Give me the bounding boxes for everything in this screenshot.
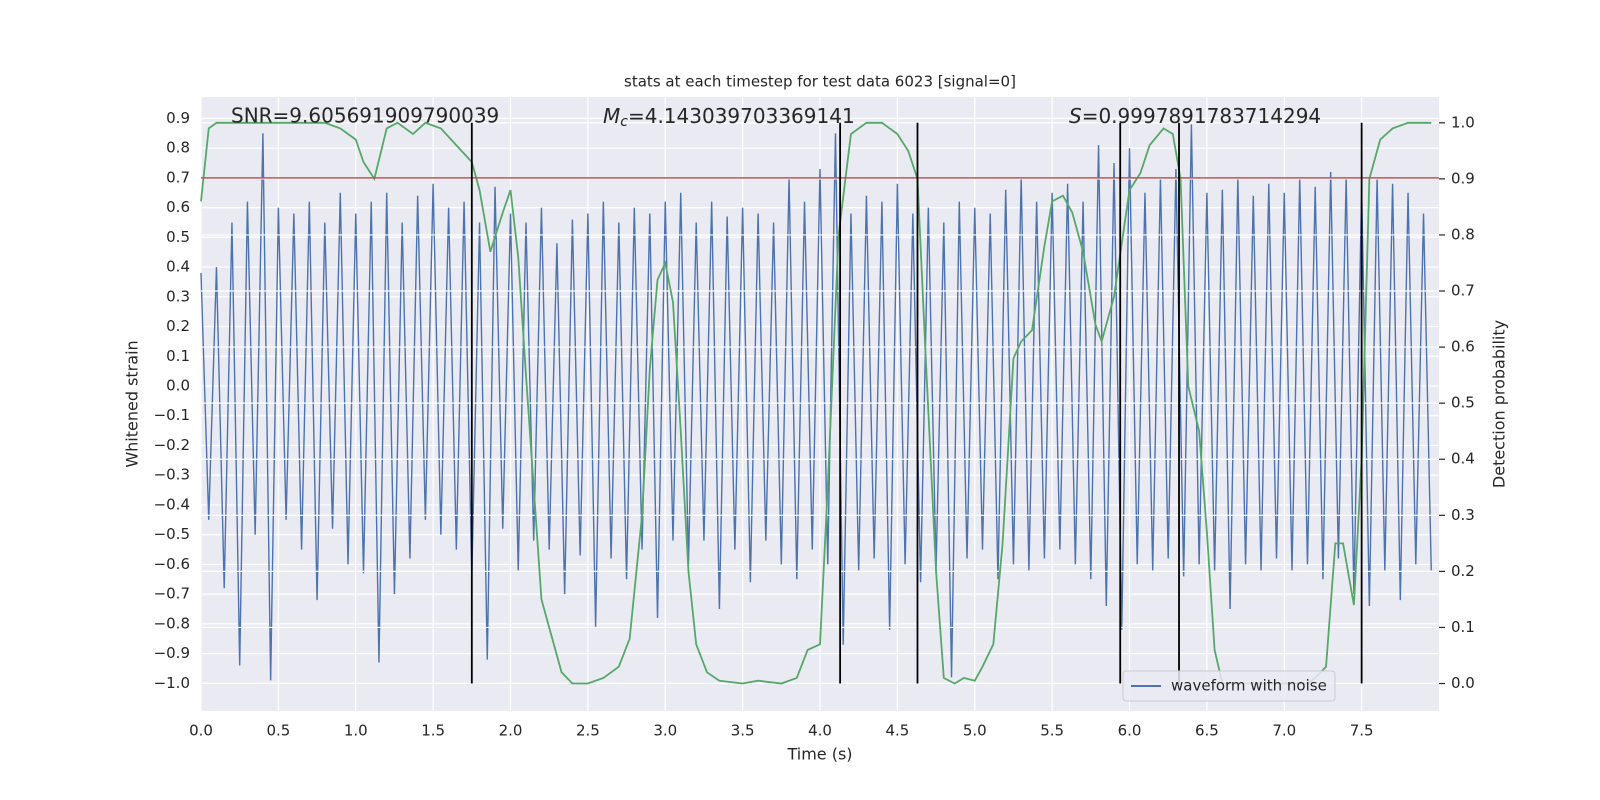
annotation-symbol: M xyxy=(603,104,620,128)
data-layer xyxy=(200,124,1432,681)
annotation: S=0.9997891783714294 xyxy=(1069,104,1321,128)
y-tick-label: −0.1 xyxy=(154,406,190,424)
y-axis-label: Whitened strain xyxy=(123,340,142,467)
x-tick-label: 7.5 xyxy=(1350,722,1374,740)
y-tick-label: 0.4 xyxy=(166,258,190,276)
y2-tick-label: 0.8 xyxy=(1451,225,1475,243)
x-tick-label: 7.0 xyxy=(1272,722,1296,740)
y-tick-label: −0.7 xyxy=(154,585,190,603)
y-tick-label: −0.4 xyxy=(154,495,190,513)
x-tick-label: 0.0 xyxy=(189,722,213,740)
y2-tick-label: 0.5 xyxy=(1451,394,1475,412)
y-tick-label: −0.2 xyxy=(154,436,190,454)
y-tick-label: −0.8 xyxy=(154,614,190,632)
y-tick-label: 0.3 xyxy=(166,287,190,305)
x-tick-label: 2.0 xyxy=(499,722,523,740)
legend-label: waveform with noise xyxy=(1171,677,1327,695)
y2-tick-label: 1.0 xyxy=(1451,113,1475,131)
y-tick-label: 0.0 xyxy=(166,377,190,395)
y-tick-label: −0.6 xyxy=(154,555,190,573)
series-line xyxy=(200,124,1432,681)
x-tick-label: 3.5 xyxy=(731,722,755,740)
y2-tick-label: 0.2 xyxy=(1451,562,1475,580)
x-tick-label: 3.0 xyxy=(653,722,677,740)
y2-tick-label: 0.6 xyxy=(1451,338,1475,356)
x-tick-label: 5.5 xyxy=(1040,722,1064,740)
y-tick-label: 0.2 xyxy=(166,317,190,335)
y2-axis-label: Detection probability xyxy=(1490,320,1509,488)
y-tick-label: 0.8 xyxy=(166,139,190,157)
annotation: SNR=9.605691909790039 xyxy=(231,104,499,128)
y2-tick-label: 0.7 xyxy=(1451,282,1475,300)
annotation-text: =4.143039703369141 xyxy=(628,104,855,128)
y-tick-label: −1.0 xyxy=(154,674,190,692)
y-tick-label: −0.9 xyxy=(154,644,190,662)
y2-tick-label: 0.1 xyxy=(1451,618,1475,636)
x-tick-label: 1.5 xyxy=(421,722,445,740)
y2-tick-label: 0.4 xyxy=(1451,450,1475,468)
y2-tick-label: 0.0 xyxy=(1451,674,1475,692)
x-tick-label: 4.0 xyxy=(808,722,832,740)
x-axis-label: Time (s) xyxy=(786,745,852,764)
x-tick-label: 6.0 xyxy=(1118,722,1142,740)
chart-title: stats at each timestep for test data 602… xyxy=(624,73,1016,91)
y-tick-label: 0.1 xyxy=(166,347,190,365)
y2-tick-label: 0.3 xyxy=(1451,506,1475,524)
x-tick-label: 2.5 xyxy=(576,722,600,740)
y-tick-label: −0.5 xyxy=(154,525,190,543)
annotation-subscript: c xyxy=(620,114,628,130)
x-tick-label: 5.0 xyxy=(963,722,987,740)
annotation-symbol: S xyxy=(1069,104,1082,128)
y2-tick-label: 0.9 xyxy=(1451,169,1475,187)
annotation: Mc=4.143039703369141 xyxy=(603,104,855,131)
x-tick-label: 4.5 xyxy=(885,722,909,740)
annotation-text: =0.9997891783714294 xyxy=(1082,104,1321,128)
series-line xyxy=(200,121,1432,685)
y-tick-label: 0.6 xyxy=(166,198,190,216)
y-tick-label: 0.5 xyxy=(166,228,190,246)
x-tick-label: 1.0 xyxy=(344,722,368,740)
y-tick-label: 0.7 xyxy=(166,168,190,186)
overlay-layer: waveform with noise xyxy=(200,121,1439,702)
x-tick-label: 0.5 xyxy=(266,722,290,740)
y-tick-label: 0.9 xyxy=(166,109,190,127)
x-tick-label: 6.5 xyxy=(1195,722,1219,740)
legend-box xyxy=(1122,670,1336,702)
y-tick-label: −0.3 xyxy=(154,466,190,484)
